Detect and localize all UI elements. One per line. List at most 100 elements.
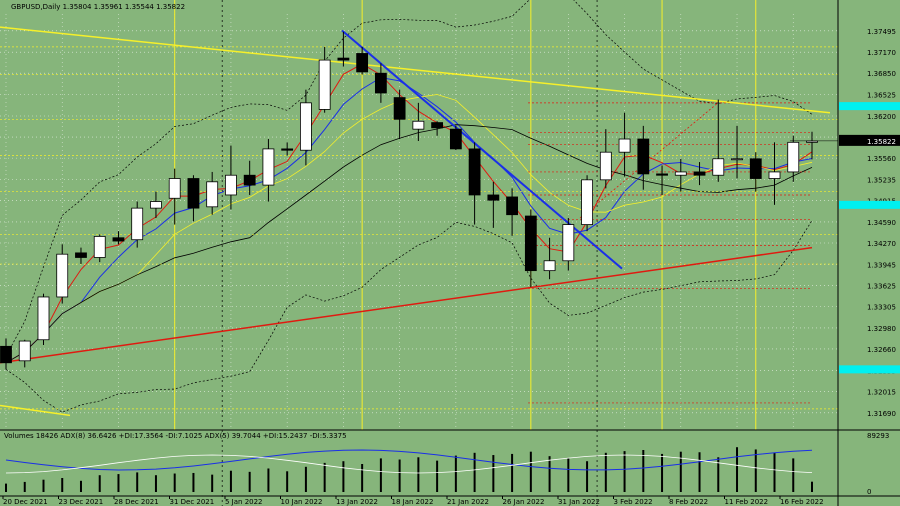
time-tick-label: 13 Jan 2022 bbox=[336, 498, 378, 506]
bull-candle bbox=[318, 59, 331, 110]
price-tick-label: 1.32015 bbox=[867, 388, 896, 396]
time-tick-label: 5 Jan 2022 bbox=[225, 498, 263, 506]
bull-candle bbox=[712, 158, 725, 176]
time-tick-label: 8 Feb 2022 bbox=[669, 498, 708, 506]
marker-box bbox=[839, 102, 900, 111]
price-tick-label: 1.35560 bbox=[867, 155, 896, 163]
chart-title: GBPUSD,Daily 1.35804 1.35961 1.35544 1.3… bbox=[11, 3, 185, 11]
bull-candle bbox=[206, 181, 219, 208]
bear-candle bbox=[281, 148, 294, 151]
bull-candle bbox=[37, 296, 50, 341]
bear-candle bbox=[487, 194, 500, 201]
bull-candle bbox=[731, 158, 743, 161]
price-tick-label: 1.32660 bbox=[867, 346, 896, 354]
bull-candle bbox=[300, 102, 312, 151]
axis-background bbox=[838, 0, 900, 506]
price-tick-label: 1.31690 bbox=[867, 410, 896, 418]
downtrend-line bbox=[341, 29, 623, 270]
bear-candle bbox=[524, 215, 537, 272]
bear-candle bbox=[337, 57, 350, 61]
bear-candle bbox=[75, 252, 87, 258]
bear-candle bbox=[749, 158, 762, 179]
bear-candle bbox=[243, 174, 256, 186]
time-tick-label: 11 Feb 2022 bbox=[725, 498, 769, 506]
bear-candle bbox=[374, 72, 387, 94]
time-tick-label: 21 Jan 2022 bbox=[447, 498, 489, 506]
time-axis: 20 Dec 2021 23 Dec 2021 28 Dec 2021 31 Dec … bbox=[0, 495, 900, 506]
volume-pane: 89293 0 bbox=[5, 432, 889, 496]
price-tick-label: 1.37495 bbox=[867, 28, 896, 36]
price-tick-label: 1.32980 bbox=[867, 325, 896, 333]
bear-candle bbox=[356, 53, 369, 73]
time-tick-label: 18 Jan 2022 bbox=[392, 498, 434, 506]
bull-candle bbox=[131, 207, 144, 241]
bull-candle bbox=[412, 120, 425, 130]
time-tick-label: 20 Dec 2021 bbox=[3, 498, 48, 506]
bollinger-bands bbox=[5, 0, 813, 413]
time-tick-label: 31 Dec 2021 bbox=[170, 498, 215, 506]
bear-candle bbox=[656, 173, 668, 176]
bull-candle bbox=[618, 138, 631, 153]
price-tick-label: 1.36525 bbox=[867, 92, 896, 100]
bear-candle bbox=[187, 178, 200, 209]
candles bbox=[0, 31, 818, 370]
time-tick-label: 26 Jan 2022 bbox=[503, 498, 545, 506]
bull-candle bbox=[543, 260, 556, 272]
di-line bbox=[5, 454, 813, 474]
marker-box bbox=[839, 200, 900, 209]
ma-long-line bbox=[5, 124, 813, 364]
time-tick-label: 23 Dec 2021 bbox=[59, 498, 104, 506]
bear-candle bbox=[468, 148, 481, 196]
price-tick-label: 1.37170 bbox=[867, 49, 896, 57]
time-tick-label: 3 Feb 2022 bbox=[614, 498, 653, 506]
bear-candle bbox=[693, 171, 706, 176]
bull-candle bbox=[150, 201, 162, 209]
adx-line bbox=[5, 449, 813, 471]
ma-slow-line bbox=[5, 94, 813, 364]
bear-candle bbox=[637, 138, 650, 175]
bull-candle bbox=[93, 236, 106, 258]
bull-candle bbox=[768, 171, 781, 179]
marker-box bbox=[839, 365, 900, 374]
volume-max-label: 89293 bbox=[867, 432, 889, 440]
bull-candle bbox=[674, 171, 687, 176]
price-tick-label: 1.33945 bbox=[867, 261, 896, 269]
bull-candle bbox=[56, 253, 69, 298]
price-tick-label: 1.33305 bbox=[867, 304, 896, 312]
price-tick-label: 1.36850 bbox=[867, 70, 896, 78]
bull-candle bbox=[581, 179, 593, 225]
price-tick-label: 1.33625 bbox=[867, 282, 896, 290]
bull-candle bbox=[168, 178, 181, 199]
price-tick-label: 1.35235 bbox=[867, 177, 896, 185]
bear-candle bbox=[431, 122, 444, 129]
grid bbox=[0, 0, 838, 506]
volume-min-label: 0 bbox=[867, 488, 871, 496]
bull-candle bbox=[787, 141, 800, 173]
trend-lines bbox=[0, 26, 831, 417]
band-upper-line bbox=[5, 0, 813, 357]
price-axis: 1.37495 1.37170 1.36850 1.36525 1.36200 1.358… bbox=[790, 0, 900, 506]
bull-candle bbox=[806, 140, 818, 143]
lower-yellow-trendline bbox=[0, 404, 71, 417]
bear-candle bbox=[0, 345, 12, 364]
bear-candle bbox=[393, 97, 406, 120]
price-tick-label: 1.36200 bbox=[867, 113, 896, 121]
price-tick-label: 1.34590 bbox=[867, 219, 896, 227]
bull-candle bbox=[262, 148, 275, 186]
current-price-label: 1.35822 bbox=[867, 138, 896, 146]
band-lower-line bbox=[5, 220, 813, 413]
time-tick-label: 31 Jan 2022 bbox=[558, 498, 600, 506]
bull-candle bbox=[18, 340, 31, 362]
current-price-box bbox=[839, 134, 900, 146]
time-tick-label: 10 Jan 2022 bbox=[281, 498, 323, 506]
bear-candle bbox=[506, 196, 518, 216]
time-tick-label: 28 Dec 2021 bbox=[114, 498, 159, 506]
price-tick-label: 1.34270 bbox=[867, 240, 896, 248]
support-trendline bbox=[0, 246, 813, 364]
indicator-title: Volumes 18426 ADX(8) 36.6426 +DI:17.3564… bbox=[4, 432, 347, 440]
bull-candle bbox=[225, 174, 237, 196]
bear-candle bbox=[112, 237, 125, 242]
